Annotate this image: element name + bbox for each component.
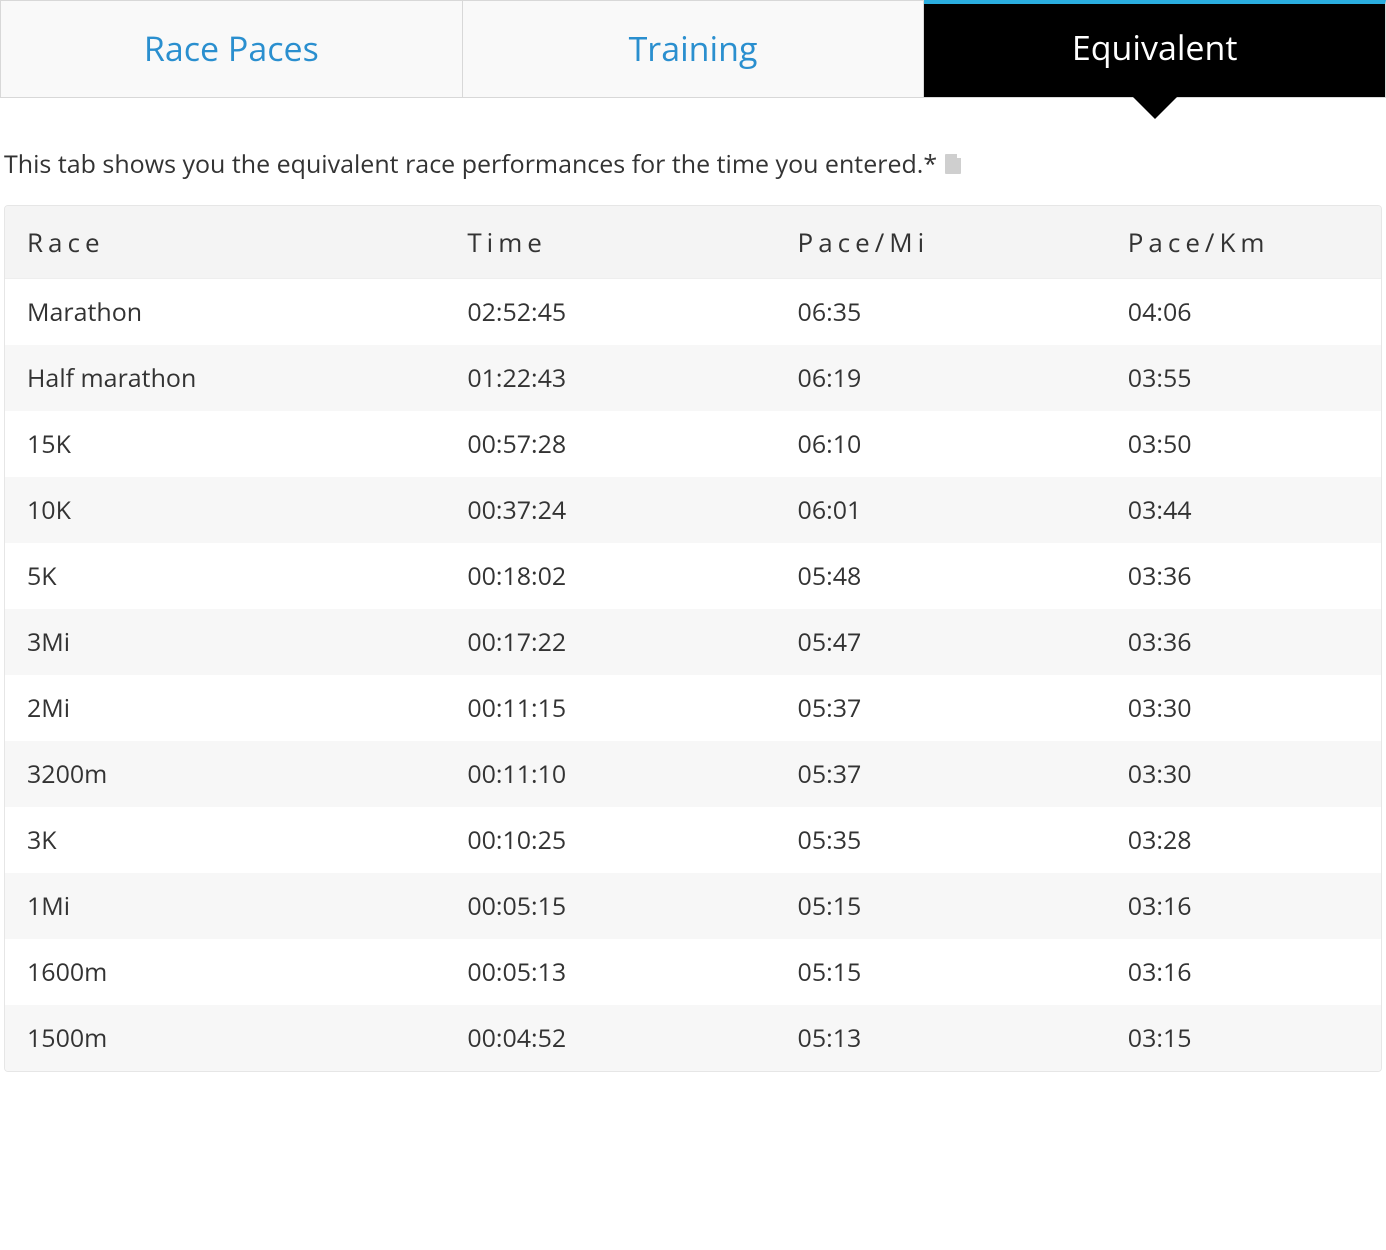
cell-paceKm: 03:15 [1106,1005,1381,1071]
cell-time: 02:52:45 [445,278,775,345]
cell-paceMi: 05:35 [776,807,1106,873]
cell-paceKm: 03:16 [1106,873,1381,939]
tab-equivalent[interactable]: Equivalent [924,0,1386,97]
table-row: Half marathon01:22:4306:1903:55 [5,345,1381,411]
cell-paceKm: 03:28 [1106,807,1381,873]
cell-time: 00:57:28 [445,411,775,477]
cell-race: 15K [5,411,445,477]
table-row: 2Mi00:11:1505:3703:30 [5,675,1381,741]
cell-paceMi: 05:15 [776,939,1106,1005]
tab-bar: Race Paces Training Equivalent [0,0,1386,98]
cell-paceKm: 04:06 [1106,278,1381,345]
table-row: Marathon02:52:4506:3504:06 [5,278,1381,345]
table-row: 5K00:18:0205:4803:36 [5,543,1381,609]
cell-time: 00:05:13 [445,939,775,1005]
cell-paceKm: 03:16 [1106,939,1381,1005]
cell-paceMi: 05:48 [776,543,1106,609]
cell-time: 00:37:24 [445,477,775,543]
cell-race: 1600m [5,939,445,1005]
cell-race: 2Mi [5,675,445,741]
equivalent-table: Race Time Pace/Mi Pace/Km Marathon02:52:… [5,206,1381,1071]
tab-description: This tab shows you the equivalent race p… [4,148,1382,181]
table-row: 1500m00:04:5205:1303:15 [5,1005,1381,1071]
cell-paceMi: 05:37 [776,675,1106,741]
table-row: 3200m00:11:1005:3703:30 [5,741,1381,807]
col-header-time: Time [445,206,775,279]
cell-paceMi: 05:37 [776,741,1106,807]
cell-paceMi: 05:47 [776,609,1106,675]
cell-race: 1500m [5,1005,445,1071]
col-header-pace-km: Pace/Km [1106,206,1381,279]
table-row: 10K00:37:2406:0103:44 [5,477,1381,543]
cell-time: 00:18:02 [445,543,775,609]
equivalent-table-wrap: Race Time Pace/Mi Pace/Km Marathon02:52:… [4,205,1382,1072]
cell-paceKm: 03:30 [1106,675,1381,741]
cell-paceMi: 06:10 [776,411,1106,477]
cell-race: 3K [5,807,445,873]
col-header-pace-mi: Pace/Mi [776,206,1106,279]
tab-race-paces[interactable]: Race Paces [0,0,463,97]
table-row: 15K00:57:2806:1003:50 [5,411,1381,477]
table-header-row: Race Time Pace/Mi Pace/Km [5,206,1381,279]
tab-training[interactable]: Training [463,0,925,97]
cell-paceMi: 05:13 [776,1005,1106,1071]
col-header-race: Race [5,206,445,279]
cell-race: 10K [5,477,445,543]
table-row: 1600m00:05:1305:1503:16 [5,939,1381,1005]
cell-paceMi: 06:35 [776,278,1106,345]
cell-race: Half marathon [5,345,445,411]
info-icon[interactable] [945,154,961,174]
cell-paceKm: 03:44 [1106,477,1381,543]
cell-paceMi: 06:19 [776,345,1106,411]
table-row: 1Mi00:05:1505:1503:16 [5,873,1381,939]
cell-paceMi: 05:15 [776,873,1106,939]
cell-time: 00:11:15 [445,675,775,741]
cell-time: 00:11:10 [445,741,775,807]
cell-paceKm: 03:30 [1106,741,1381,807]
cell-time: 01:22:43 [445,345,775,411]
cell-paceKm: 03:36 [1106,543,1381,609]
tab-description-text: This tab shows you the equivalent race p… [4,148,937,181]
cell-race: 5K [5,543,445,609]
table-row: 3Mi00:17:2205:4703:36 [5,609,1381,675]
cell-race: 3Mi [5,609,445,675]
table-row: 3K00:10:2505:3503:28 [5,807,1381,873]
cell-race: Marathon [5,278,445,345]
cell-paceMi: 06:01 [776,477,1106,543]
cell-race: 1Mi [5,873,445,939]
cell-paceKm: 03:36 [1106,609,1381,675]
cell-time: 00:10:25 [445,807,775,873]
cell-time: 00:04:52 [445,1005,775,1071]
cell-time: 00:05:15 [445,873,775,939]
cell-race: 3200m [5,741,445,807]
cell-time: 00:17:22 [445,609,775,675]
cell-paceKm: 03:50 [1106,411,1381,477]
cell-paceKm: 03:55 [1106,345,1381,411]
